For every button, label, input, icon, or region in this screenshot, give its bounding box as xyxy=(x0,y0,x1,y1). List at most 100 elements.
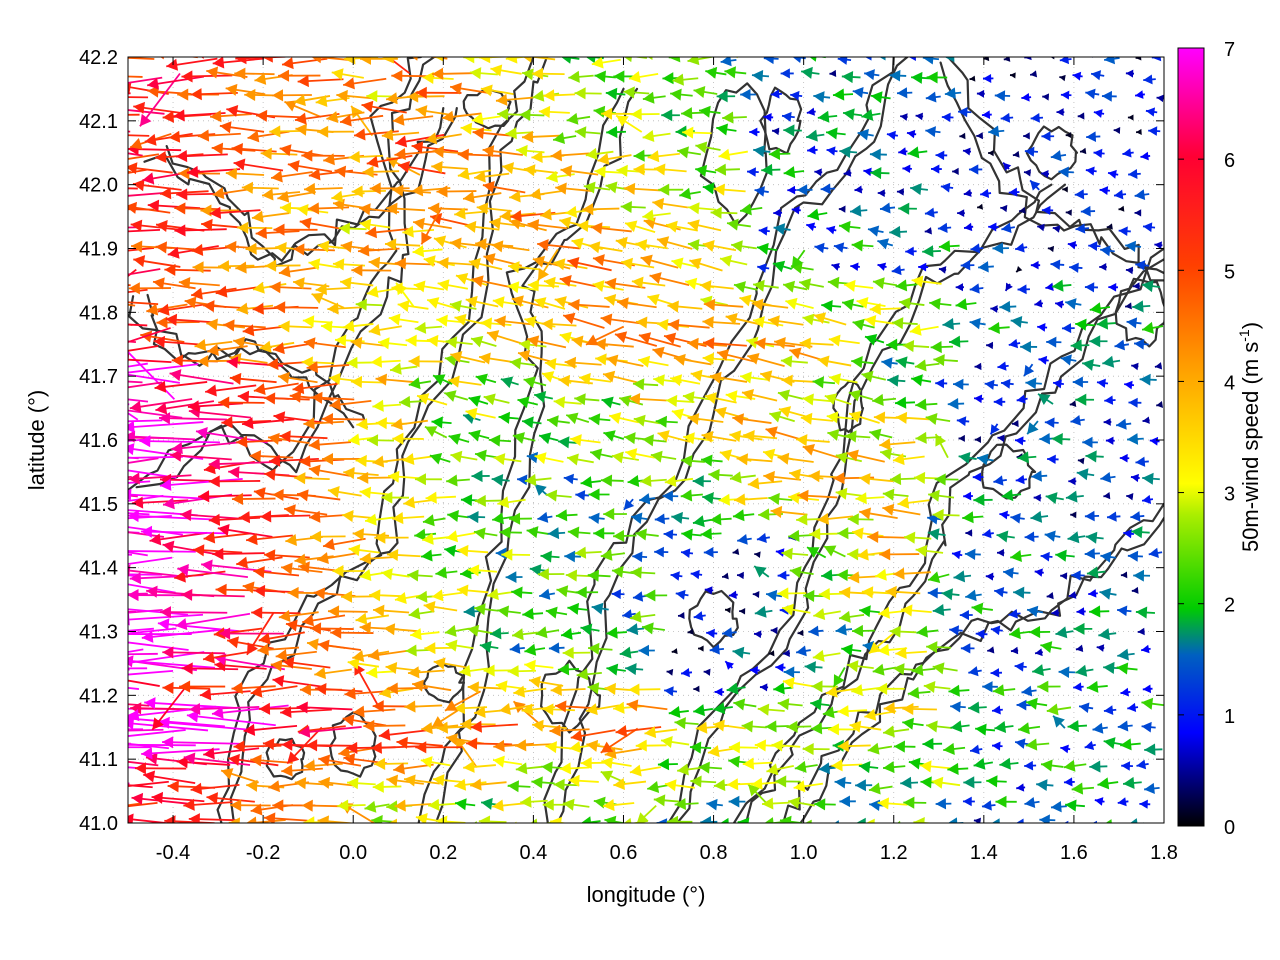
wind-vector xyxy=(1031,470,1048,482)
wind-vector xyxy=(973,817,982,823)
wind-vector xyxy=(212,547,265,560)
wind-vector-head xyxy=(154,380,167,393)
wind-vector xyxy=(1142,472,1160,485)
wind-vector xyxy=(700,816,718,823)
wind-vector-head xyxy=(269,281,281,294)
wind-vector-head xyxy=(479,352,491,365)
wind-vector-head xyxy=(36,522,47,534)
wind-vector xyxy=(429,452,451,465)
wind-vector xyxy=(729,430,763,443)
wind-vector xyxy=(927,571,950,584)
wind-vector-head xyxy=(374,531,386,544)
wind-vector-head xyxy=(287,160,300,173)
wind-vector-head xyxy=(802,743,814,756)
wind-vector-head xyxy=(1089,302,1102,315)
wind-vector-shaft xyxy=(128,526,183,536)
wind-vector-head xyxy=(838,205,846,213)
wind-vector xyxy=(806,546,827,559)
wind-vector xyxy=(799,337,834,350)
wind-vector-head xyxy=(1131,526,1143,539)
wind-vector-head xyxy=(562,646,574,659)
wind-vector xyxy=(781,374,816,387)
wind-vector-head xyxy=(757,703,770,716)
wind-vector xyxy=(827,723,858,736)
wind-vector-head xyxy=(703,546,714,558)
wind-vector-head xyxy=(626,623,639,636)
wind-vector-head xyxy=(1086,680,1099,693)
wind-vector xyxy=(1060,744,1071,754)
wind-vector-head xyxy=(592,280,605,293)
wind-vector xyxy=(780,355,808,368)
wind-vector xyxy=(1141,280,1161,293)
wind-vector-head xyxy=(253,566,265,579)
wind-vector xyxy=(533,391,553,403)
wind-vector-head xyxy=(199,688,212,701)
wind-vector-head xyxy=(879,438,891,451)
wind-vector-head xyxy=(900,776,912,789)
wind-vector xyxy=(988,321,1010,335)
wind-vector xyxy=(209,206,261,219)
wind-vector xyxy=(632,551,648,563)
wind-vector-head xyxy=(298,561,310,574)
wind-vector-head xyxy=(287,586,299,599)
wind-vector-head xyxy=(614,331,628,344)
wind-vector xyxy=(208,475,261,488)
wind-vector-head xyxy=(1075,223,1086,234)
wind-vector-head xyxy=(1045,282,1054,291)
wind-vector-head xyxy=(237,221,249,234)
wind-vector xyxy=(817,355,852,368)
wind-vector xyxy=(716,349,757,363)
wind-vector xyxy=(370,741,420,754)
wind-vector xyxy=(996,530,1015,543)
wind-vector-head xyxy=(343,467,355,480)
wind-vector xyxy=(833,242,848,253)
wind-vector xyxy=(876,682,905,695)
wind-vector xyxy=(657,758,678,771)
wind-vector-head xyxy=(1118,226,1128,237)
wind-vector-head xyxy=(128,589,139,602)
wind-vector-head xyxy=(184,296,197,309)
wind-vector xyxy=(281,562,323,575)
wind-vector xyxy=(793,780,824,793)
wind-vector-head xyxy=(977,203,984,210)
wind-vector-head xyxy=(483,393,496,406)
wind-vector xyxy=(891,265,905,276)
wind-vector xyxy=(128,381,163,389)
wind-vector xyxy=(488,434,512,447)
wind-vector-head xyxy=(392,511,404,525)
wind-vector-head xyxy=(1009,627,1021,640)
wind-vector xyxy=(437,256,474,270)
wind-vector xyxy=(233,158,284,172)
wind-vector-head xyxy=(581,816,592,823)
wind-vector-head xyxy=(167,246,180,259)
wind-vector-head xyxy=(713,183,726,196)
wind-vector-head xyxy=(203,531,216,544)
wind-vector-head xyxy=(1001,222,1012,233)
wind-vector xyxy=(260,510,311,523)
wind-vector-head xyxy=(369,589,381,602)
wind-vector-head xyxy=(1024,797,1036,809)
wind-vector-head xyxy=(1094,797,1104,806)
wind-vector-head xyxy=(1024,364,1035,377)
wind-vector xyxy=(996,548,1005,557)
wind-vector xyxy=(946,817,964,823)
wind-vector xyxy=(158,716,253,731)
wind-vector xyxy=(317,815,356,823)
wind-vector xyxy=(675,589,689,600)
wind-vector xyxy=(728,741,759,754)
wind-vector-head xyxy=(670,374,683,387)
wind-vector xyxy=(804,819,812,823)
wind-vector-head xyxy=(765,426,778,439)
wind-vector-head xyxy=(950,720,963,733)
wind-vector-head xyxy=(975,723,987,736)
wind-vector-head xyxy=(371,814,383,823)
wind-vector-head xyxy=(64,369,76,381)
wind-vector xyxy=(128,282,172,295)
wind-vector-head xyxy=(821,299,833,313)
wind-vector-head xyxy=(287,751,300,764)
wind-vector-head xyxy=(571,237,584,250)
wind-vector xyxy=(636,804,657,823)
wind-vector-head xyxy=(677,611,685,620)
wind-vector-head xyxy=(541,371,555,383)
wind-vector-head xyxy=(810,698,822,711)
